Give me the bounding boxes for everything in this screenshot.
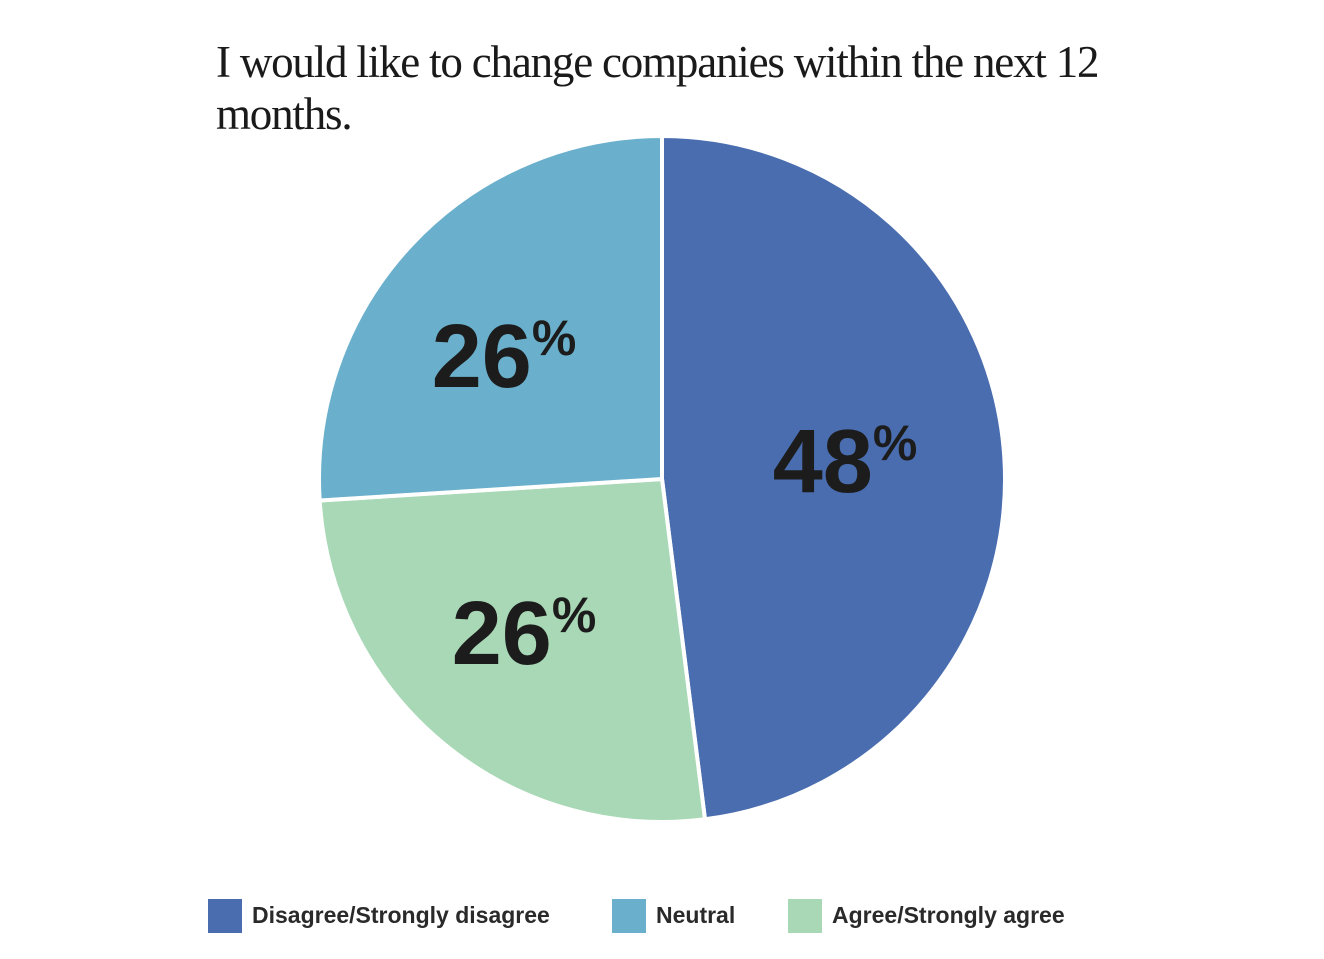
pie-slice-agree [317, 477, 707, 824]
pie-slices [317, 134, 1007, 824]
pie-label-neutral: 26% [432, 307, 577, 407]
legend-label-disagree: Disagree/Strongly disagree [252, 902, 550, 928]
pie-label-agree: 26% [452, 584, 597, 684]
pie-labels: 48% 26% 26% [432, 307, 918, 684]
pie-slice-neutral [317, 134, 664, 503]
legend-swatch-agree [788, 899, 822, 933]
legend-swatch-disagree [208, 899, 242, 933]
chart-title: I would like to change companies within … [216, 37, 1100, 139]
legend-label-neutral: Neutral [656, 902, 736, 928]
pie-label-disagree: 48% [773, 412, 918, 512]
legend-label-agree: Agree/Strongly agree [832, 902, 1065, 928]
legend-swatch-neutral [612, 899, 646, 933]
pie-slice-disagree [660, 134, 1007, 822]
